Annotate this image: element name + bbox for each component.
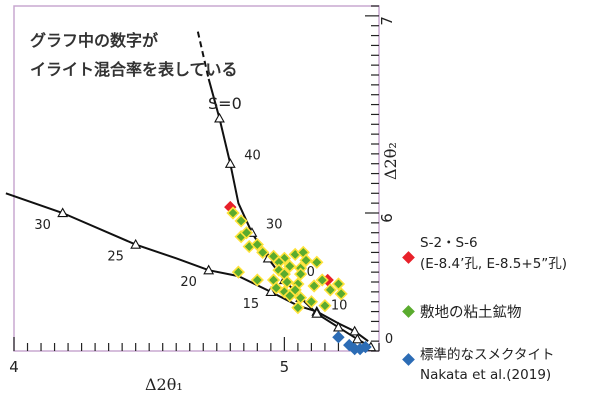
series-1-point — [293, 291, 308, 305]
series-1-point — [226, 206, 240, 220]
series-1-point — [283, 289, 297, 303]
data-points — [224, 200, 372, 356]
curve-s0-triangle-marker — [214, 112, 225, 123]
curve-s0-marker-label: 40 — [244, 149, 261, 164]
curve-s0-triangle-marker — [333, 321, 344, 332]
curve-left-marker-label: 20 — [180, 275, 197, 290]
curve-s0-dashed-extension — [196, 31, 210, 80]
legend-label-s2s6: S-2・S-6 (E-8.4’孔, E-8.5+5”孔) — [420, 235, 568, 272]
y-tick-label: 7 — [378, 16, 396, 26]
series-1-point — [250, 273, 264, 287]
curve-s0-marker-label: 30 — [266, 218, 283, 233]
curve-s0-triangle-marker — [311, 307, 323, 318]
series-1-point — [304, 295, 319, 309]
y-axis-label: Δ2θ₂ — [381, 142, 400, 180]
curve-s0-marker-label: 0 — [385, 332, 393, 347]
series-1-point — [283, 259, 297, 273]
curve-left-triangle-marker — [130, 238, 142, 249]
series-1-point — [291, 300, 305, 315]
curve-left-triangle-marker — [349, 325, 361, 336]
series-1-point — [256, 245, 270, 260]
legend-label-clay: 敷地の粘土鉱物 — [420, 305, 522, 321]
series-1-point — [331, 277, 346, 291]
series-1-point — [239, 226, 254, 240]
curve-s0-triangle-marker — [224, 158, 236, 168]
series-2-point — [359, 340, 372, 354]
curve-left-marker-label: 25 — [107, 250, 124, 265]
axes: 4 5 6 7 — [9, 5, 396, 376]
series-1-point — [310, 255, 324, 269]
series-1-point — [307, 279, 321, 293]
series-1-point — [318, 299, 332, 313]
series-1-point — [334, 287, 348, 301]
note-line-2: イライト混合率を表している — [30, 60, 238, 79]
note-line-1: グラフ中の数字が — [30, 31, 158, 50]
curve-s0-triangle-marker — [351, 333, 363, 344]
curve-left-marker-label: 30 — [34, 218, 51, 233]
series-1-point — [299, 253, 313, 267]
curve-left-line — [5, 192, 369, 342]
curve-left-marker-label: 15 — [243, 297, 260, 312]
curve-left-triangle-marker — [265, 286, 277, 297]
series-1-point — [315, 273, 329, 287]
legend-label-smectite: 標準的なスメクタイト Nakata et al.(2019) — [420, 347, 555, 383]
series-2-point — [332, 330, 345, 344]
series-1-point — [250, 237, 264, 252]
curve-s0-marker-label: 10 — [331, 299, 348, 314]
y-tick-label: 6 — [378, 213, 396, 223]
series-1-point — [323, 283, 337, 297]
series-1-point — [234, 214, 248, 228]
x-tick-label: 5 — [280, 358, 290, 376]
curve-left-triangle-marker — [203, 264, 215, 275]
plot-frame — [13, 5, 380, 352]
series-1-point — [280, 275, 294, 289]
x-tick-label: 4 — [9, 358, 19, 376]
x-axis-label: Δ2θ₁ — [145, 375, 183, 394]
curve-left-triangle-marker — [57, 207, 69, 218]
curve-annotation-s0: S=0 — [208, 94, 242, 113]
series-1-point — [231, 265, 246, 279]
series-1-point — [293, 267, 308, 281]
